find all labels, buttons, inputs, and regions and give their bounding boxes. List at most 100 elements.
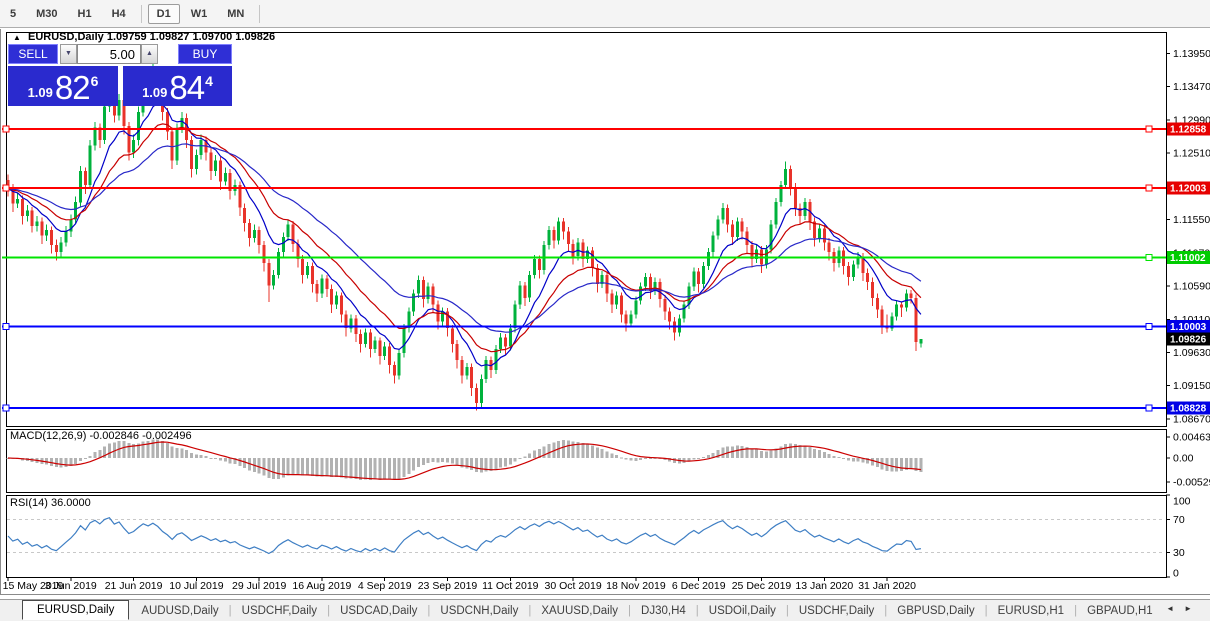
- candlesticks: [6, 56, 923, 411]
- svg-text:21 Jun 2019: 21 Jun 2019: [105, 580, 163, 592]
- svg-text:31 Jan 2020: 31 Jan 2020: [858, 580, 916, 592]
- rsi-axis: 100 70 30 0: [1166, 494, 1191, 580]
- svg-text:23 Sep 2019: 23 Sep 2019: [418, 580, 478, 592]
- chart-tab-USDCAD-Daily[interactable]: USDCAD,Daily: [340, 604, 418, 617]
- macd-signal-line: [7, 441, 921, 480]
- chart-header: ▲ EURUSD,Daily 1.09759 1.09827 1.09700 1…: [13, 31, 275, 43]
- tab-separator: |: [884, 604, 888, 617]
- svg-text:3 Jun 2019: 3 Jun 2019: [45, 580, 97, 592]
- chart-tab-AUDUSD-Daily[interactable]: AUDUSD,Daily: [141, 604, 219, 617]
- chart-window-background: [0, 29, 1210, 595]
- chart-tab-GBPUSD-Daily[interactable]: GBPUSD,Daily: [897, 604, 975, 617]
- price-axis: 1.139501.134701.129901.125101.120301.115…: [1166, 48, 1210, 425]
- buy-price-pip: 4: [205, 73, 213, 89]
- tab-separator: |: [228, 604, 232, 617]
- tab-separator: |: [1074, 604, 1078, 617]
- sell-price-pip: 6: [90, 73, 99, 89]
- svg-text:15 May 2019: 15 May 2019: [3, 580, 64, 592]
- chart-symbol-label: EURUSD,Daily: [27, 31, 104, 43]
- tab-separator: |: [785, 604, 789, 617]
- horizontal-support-resistance-lines[interactable]: 1.12858 1.12003 1.11002 1.10003 1.08828: [2, 122, 1210, 415]
- svg-text:1.13950: 1.13950: [1173, 48, 1210, 60]
- svg-text:0.00463: 0.00463: [1173, 432, 1210, 444]
- collapse-arrow-icon[interactable]: ▲: [13, 33, 21, 42]
- svg-text:1.10003: 1.10003: [1170, 322, 1207, 333]
- tab-separator: |: [984, 604, 988, 617]
- svg-text:1.10590: 1.10590: [1173, 281, 1210, 293]
- buy-price-button[interactable]: 1.09 84 4: [123, 66, 232, 106]
- timeframe-toolbar: 5 M30 H1 H4 D1 W1 MN: [0, 0, 1210, 28]
- svg-text:25 Dec 2019: 25 Dec 2019: [732, 580, 792, 592]
- macd-histogram: [6, 439, 923, 481]
- chart-tab-USDCHF-Daily[interactable]: USDCHF,Daily: [798, 604, 875, 617]
- volume-input[interactable]: [77, 44, 141, 64]
- svg-text:4 Sep 2019: 4 Sep 2019: [358, 580, 412, 592]
- svg-text:30 Oct 2019: 30 Oct 2019: [544, 580, 601, 592]
- pane-borders: [6, 32, 1167, 578]
- rsi-line: [7, 516, 922, 555]
- toolbar-separator: [259, 4, 261, 23]
- svg-text:0: 0: [1173, 568, 1179, 580]
- timeframe-button-5[interactable]: 5: [10, 7, 17, 20]
- svg-text:29 Jul 2019: 29 Jul 2019: [232, 580, 286, 592]
- current-price-label: 1.09826: [1167, 332, 1210, 346]
- sell-price-button[interactable]: 1.09 82 6: [8, 66, 118, 106]
- chart-tab-EURUSD-H1[interactable]: EURUSD,H1: [997, 604, 1065, 617]
- timeframe-button-D1[interactable]: D1: [147, 3, 180, 24]
- timeframe-button-MN[interactable]: MN: [227, 7, 245, 20]
- svg-text:100: 100: [1173, 496, 1191, 508]
- chart-tab-USDCHF-Daily[interactable]: USDCHF,Daily: [241, 604, 318, 617]
- macd-indicator-label: MACD(12,26,9) -0.002846 -0.002496: [10, 430, 192, 442]
- svg-text:6 Dec 2019: 6 Dec 2019: [672, 580, 726, 592]
- rsi-indicator-label: RSI(14) 36.0000: [10, 497, 91, 509]
- svg-text:0.00: 0.00: [1173, 453, 1194, 465]
- chart-tab-EURUSD-Daily[interactable]: EURUSD,Daily: [22, 599, 130, 620]
- chart-tab-USDCNH-Daily[interactable]: USDCNH,Daily: [440, 604, 519, 617]
- tab-separator: |: [327, 604, 331, 617]
- timeframe-button-H4[interactable]: H4: [111, 7, 126, 20]
- sell-price-big: 82: [54, 69, 91, 106]
- timeframe-button-H1[interactable]: H1: [77, 7, 92, 20]
- svg-text:1.09630: 1.09630: [1173, 347, 1210, 359]
- tab-separator: |: [528, 604, 532, 617]
- tab-scroll-right-icon[interactable]: ►: [1184, 604, 1202, 613]
- rsi-level-gridlines: [7, 519, 1165, 553]
- svg-text:1.12510: 1.12510: [1173, 148, 1210, 160]
- svg-text:30: 30: [1173, 547, 1185, 559]
- timeframe-button-M30[interactable]: M30: [36, 7, 58, 20]
- svg-text:70: 70: [1173, 514, 1185, 526]
- svg-text:1.08828: 1.08828: [1170, 404, 1207, 415]
- chart-tab-DJ30-H4[interactable]: DJ30,H4: [641, 604, 686, 617]
- svg-text:1.13470: 1.13470: [1173, 81, 1210, 93]
- volume-increase-button[interactable]: ▲: [141, 44, 158, 64]
- svg-text:1.12858: 1.12858: [1170, 125, 1207, 136]
- svg-text:13 Jan 2020: 13 Jan 2020: [795, 580, 853, 592]
- volume-decrease-button[interactable]: ▼: [60, 44, 77, 64]
- svg-text:11 Oct 2019: 11 Oct 2019: [482, 580, 539, 592]
- tab-scroll-left-icon[interactable]: ◄: [1166, 604, 1185, 613]
- chart-tab-GBPAUD-H1[interactable]: GBPAUD,H1: [1087, 604, 1153, 617]
- one-click-trading-panel: SELL ▼ ▲ BUY 1.09 82 6 1.09 84 4: [8, 44, 232, 106]
- tab-separator: |: [427, 604, 431, 617]
- buy-button[interactable]: BUY: [178, 44, 232, 64]
- sell-button[interactable]: SELL: [8, 44, 58, 64]
- macd-axis: 0.00463 0.00 -0.005299: [1166, 432, 1210, 489]
- tab-separator: |: [628, 604, 632, 617]
- chart-tab-XAUUSD-Daily[interactable]: XAUUSD,Daily: [541, 604, 619, 617]
- svg-text:1.09826: 1.09826: [1170, 334, 1207, 345]
- buy-price-prefix: 1.09: [142, 85, 168, 100]
- chart-tab-USDOil-Daily[interactable]: USDOil,Daily: [708, 604, 776, 617]
- timeframe-button-W1[interactable]: W1: [190, 7, 208, 20]
- toolbar-separator: [140, 4, 142, 23]
- svg-text:10 Jul 2019: 10 Jul 2019: [169, 580, 223, 592]
- chart-tab-bar: EURUSD,Daily AUDUSD,Daily | USDCHF,Daily | US…: [0, 599, 1210, 621]
- svg-text:1.12003: 1.12003: [1170, 184, 1207, 195]
- chart-ohlc-values: 1.09759 1.09827 1.09700 1.09826: [106, 31, 276, 43]
- svg-text:16 Aug 2019: 16 Aug 2019: [292, 580, 351, 592]
- svg-text:18 Nov 2019: 18 Nov 2019: [606, 580, 666, 592]
- tab-scroll-arrows[interactable]: ◄►: [1166, 604, 1202, 613]
- sell-price-prefix: 1.09: [27, 85, 53, 100]
- svg-text:1.08670: 1.08670: [1173, 413, 1210, 425]
